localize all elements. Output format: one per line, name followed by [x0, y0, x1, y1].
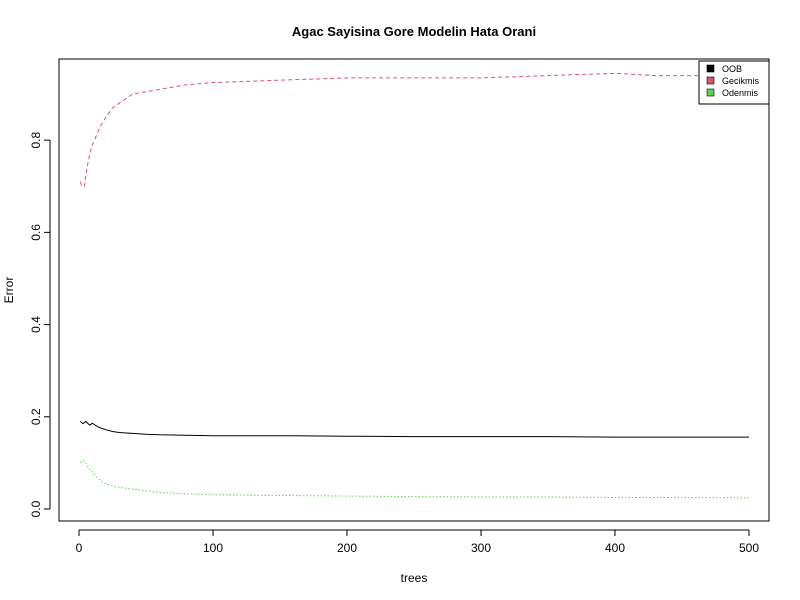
x-tick-label: 500: [739, 541, 759, 555]
series-line-oob: [79, 420, 749, 438]
y-tick-label: 0.2: [29, 408, 43, 425]
chart-title: Agac Sayisina Gore Modelin Hata Orani: [292, 24, 536, 39]
x-tick-label: 200: [337, 541, 357, 555]
series-line-gecikmis: [79, 72, 750, 187]
y-tick-label: 0.0: [29, 500, 43, 517]
plot-area-border: [58, 58, 770, 522]
legend-label-odenmis: Odenmis: [722, 88, 759, 98]
y-tick-label: 0.6: [29, 224, 43, 241]
y-axis-label: Error: [2, 277, 16, 304]
x-tick-label: 300: [471, 541, 491, 555]
legend: OOB Gecikmis Odenmis: [698, 60, 770, 105]
legend-swatch-odenmis: [706, 88, 715, 97]
y-tick-label: 0.4: [29, 316, 43, 333]
x-tick-label: 100: [203, 541, 223, 555]
series-line-odenmis: [79, 459, 750, 499]
legend-label-oob: OOB: [722, 64, 742, 74]
x-tick-label: 400: [605, 541, 625, 555]
legend-label-gecikmis: Gecikmis: [722, 76, 760, 86]
y-axis: 0.0 0.2 0.4 0.6 0.8: [29, 131, 51, 517]
x-axis: 0 100 200 300 400 500: [76, 529, 759, 555]
legend-swatch-gecikmis: [706, 76, 715, 85]
x-axis-label: trees: [401, 571, 428, 585]
series-layer: [79, 72, 750, 499]
y-tick-label: 0.8: [29, 131, 43, 148]
x-tick-label: 0: [76, 541, 83, 555]
legend-swatch-oob: [706, 64, 715, 73]
